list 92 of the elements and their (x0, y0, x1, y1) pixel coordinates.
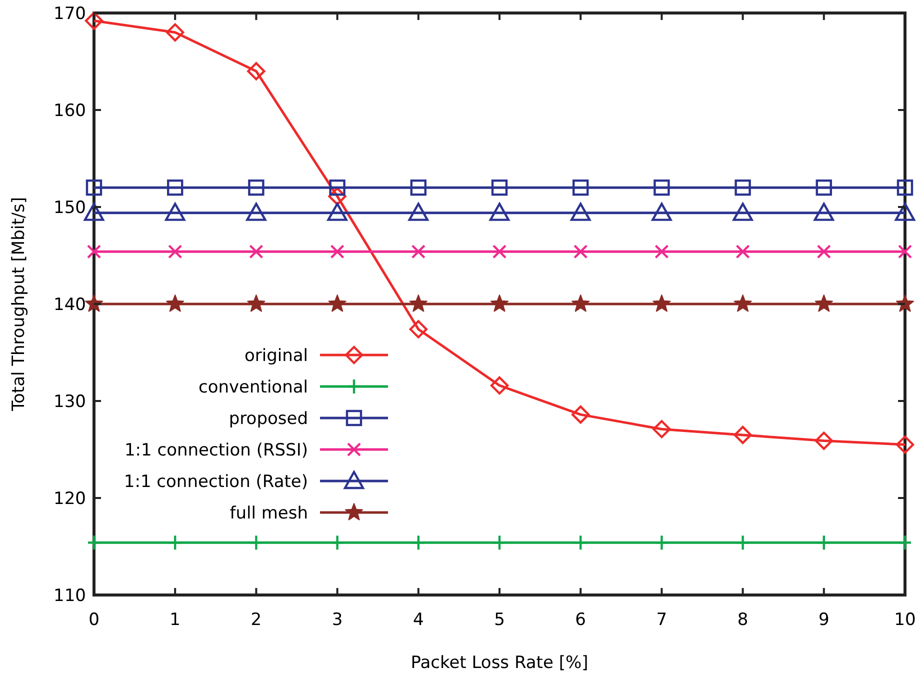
point (816, 534, 831, 551)
x-tick-label: 3 (332, 610, 343, 630)
y-tick-label: 110 (54, 586, 86, 606)
x-tick-label: 10 (894, 610, 916, 630)
point (654, 180, 670, 196)
y-axis-title: Total Throughput [Mbit/s] (9, 197, 29, 412)
point (408, 202, 428, 221)
point (86, 534, 102, 551)
point (816, 180, 832, 196)
x-tick-label: 8 (737, 610, 748, 630)
legend-label: 1:1 connection (Rate) (124, 472, 308, 492)
point (327, 202, 348, 221)
x-tick-label: 2 (250, 610, 262, 630)
point (328, 294, 346, 312)
point (572, 294, 590, 312)
point (86, 180, 102, 196)
point (732, 202, 753, 221)
point (816, 244, 831, 259)
point (896, 180, 914, 196)
point (736, 534, 750, 551)
point (814, 294, 833, 312)
point (490, 294, 509, 312)
point (329, 180, 346, 196)
point (411, 244, 426, 259)
point (492, 244, 507, 259)
point (570, 202, 591, 221)
point (168, 534, 182, 551)
point (898, 244, 912, 259)
point (898, 534, 912, 551)
point (165, 202, 186, 221)
y-tick-label: 140 (54, 294, 86, 315)
point (166, 294, 184, 312)
point (654, 534, 669, 551)
x-tick-label: 9 (818, 610, 830, 630)
point (572, 180, 589, 196)
point (409, 294, 428, 312)
point (168, 244, 182, 259)
point (167, 180, 184, 196)
point (411, 534, 426, 551)
point (489, 202, 510, 221)
legend-label: original (244, 346, 308, 366)
point (246, 202, 266, 221)
x-tick-label: 4 (412, 610, 424, 630)
point (248, 180, 264, 196)
y-tick-label: 160 (54, 100, 86, 121)
point (734, 180, 751, 196)
point (247, 294, 266, 312)
point (574, 534, 588, 551)
point (814, 432, 833, 450)
point (84, 202, 104, 221)
x-tick-label: 7 (656, 610, 668, 630)
point (249, 244, 264, 259)
x-tick-label: 1 (170, 610, 181, 630)
y-tick-label: 170 (54, 4, 86, 24)
y-tick-label: 150 (54, 198, 86, 218)
point (654, 244, 669, 259)
legend-label: conventional (198, 377, 308, 398)
x-tick-label: 6 (575, 610, 586, 630)
point (574, 244, 588, 259)
point (328, 187, 346, 206)
point (330, 244, 344, 259)
point (86, 244, 102, 259)
point (491, 180, 508, 196)
point (896, 436, 914, 454)
point (652, 294, 671, 312)
point (652, 420, 671, 438)
point (652, 202, 672, 221)
point (894, 202, 916, 221)
point (896, 294, 914, 312)
point (572, 405, 590, 424)
x-axis-title: Packet Loss Rate [%] (410, 653, 588, 673)
legend-label: proposed (228, 408, 308, 429)
x-tick-label: 5 (494, 610, 505, 630)
y-tick-label: 120 (54, 488, 86, 509)
point (490, 376, 509, 395)
point (166, 23, 184, 42)
legend-label: full mesh (230, 503, 308, 524)
y-tick-label: 130 (54, 392, 86, 412)
point (736, 244, 750, 259)
point (249, 534, 264, 551)
point (330, 534, 344, 551)
point (492, 534, 507, 551)
legend-label: 1:1 connection (RSSI) (124, 440, 308, 460)
point (409, 320, 428, 338)
point (734, 294, 752, 312)
point (410, 180, 426, 196)
point (84, 294, 104, 312)
point (814, 202, 834, 221)
x-tick-label: 0 (88, 610, 100, 630)
point (84, 12, 104, 30)
point (734, 426, 752, 444)
point (247, 62, 266, 80)
